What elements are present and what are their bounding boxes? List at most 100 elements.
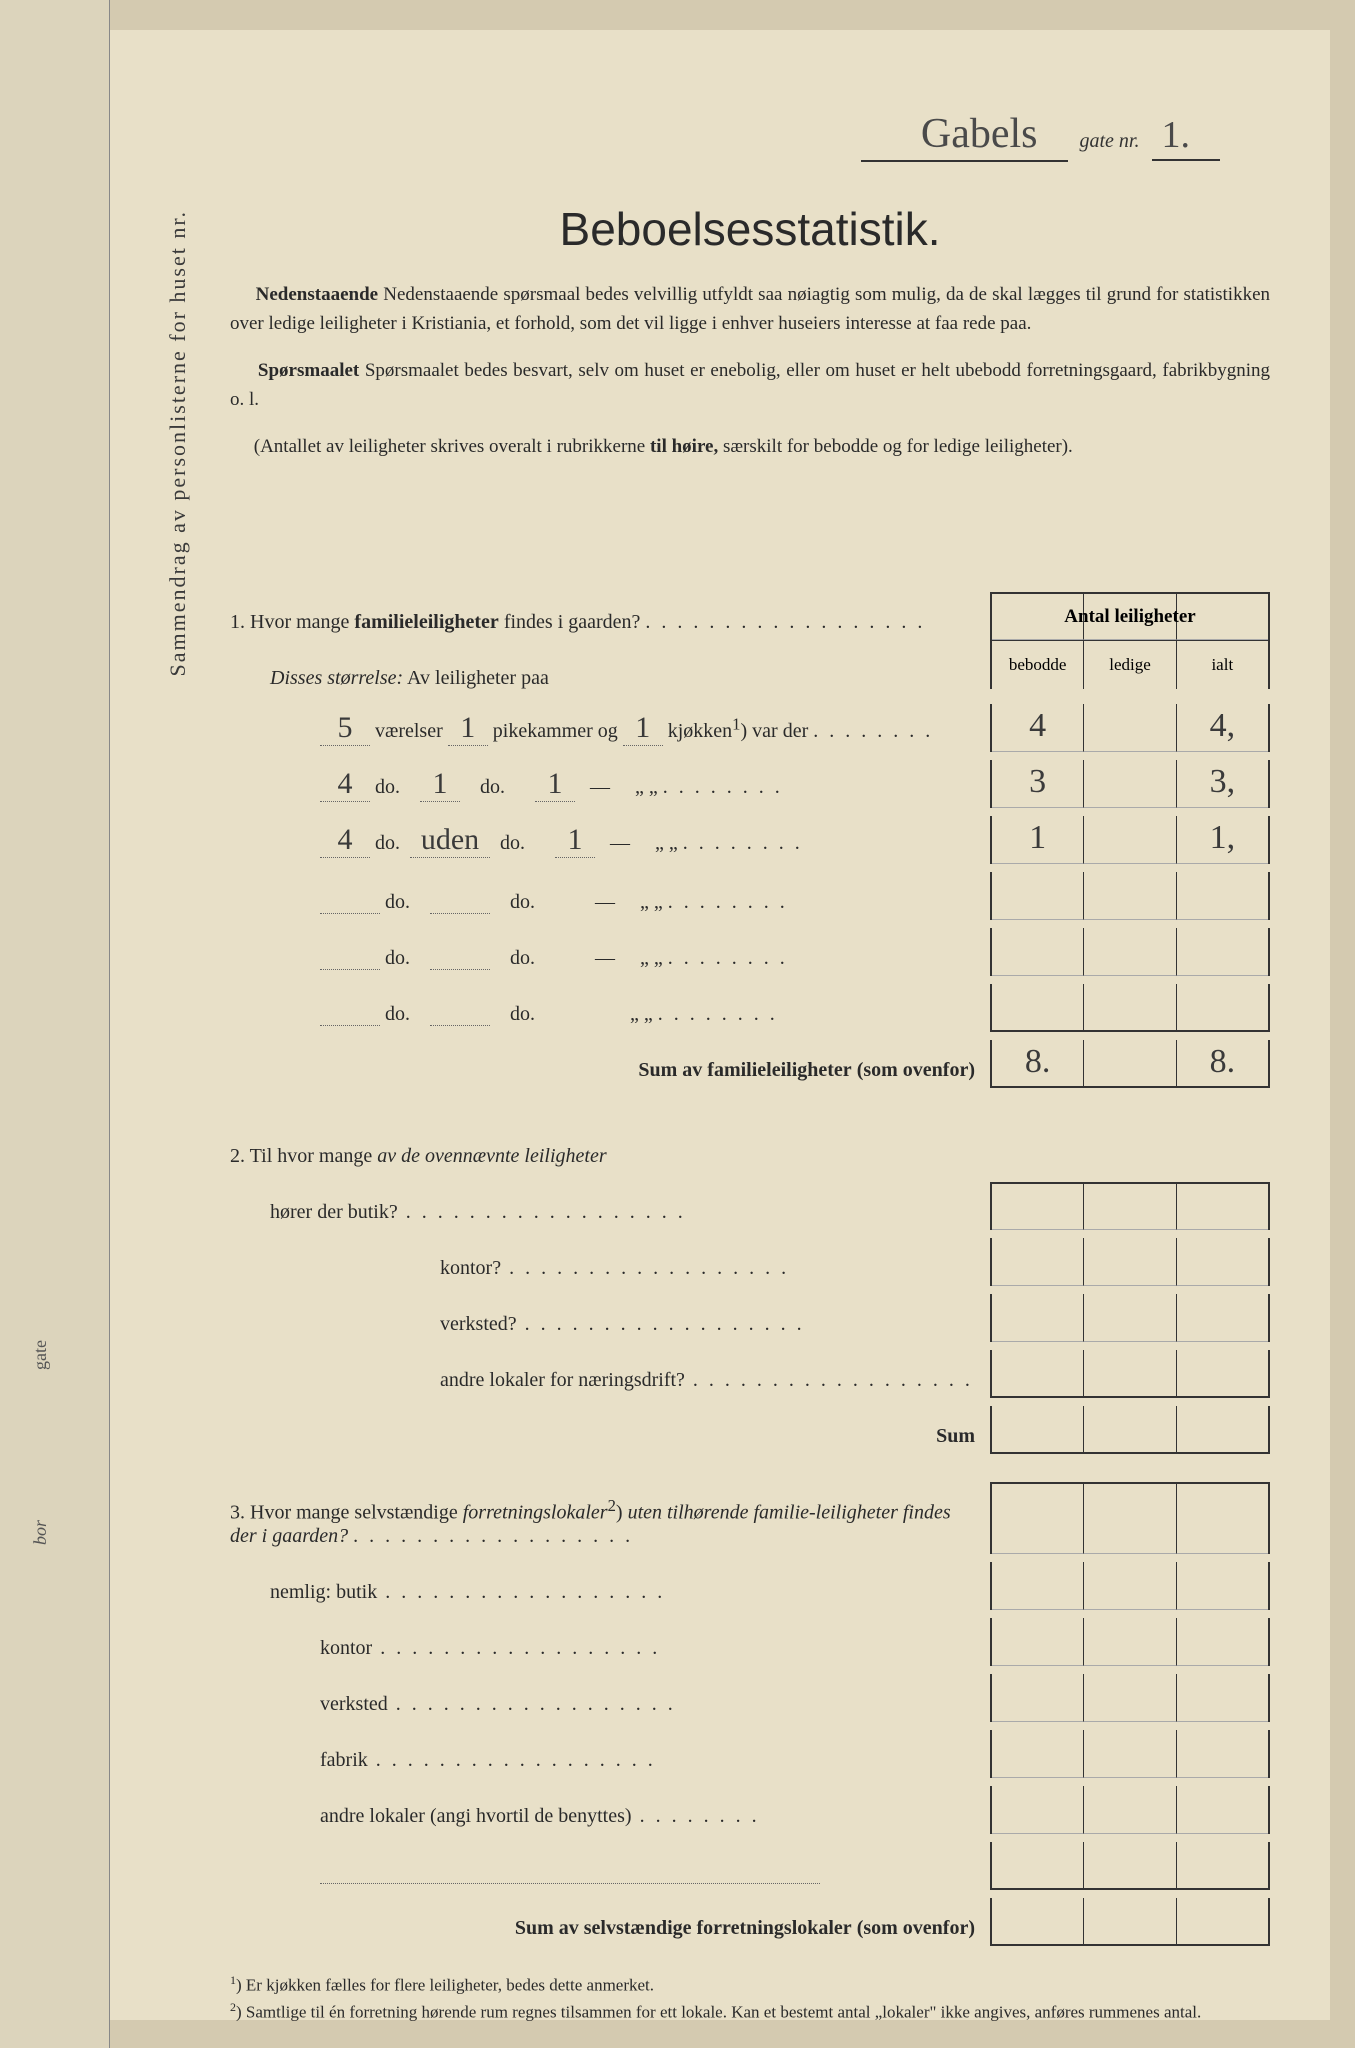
- q3-r5: andre lokaler (angi hvortil de benyttes): [230, 1786, 1270, 1834]
- col-ialt: ialt: [1177, 641, 1268, 689]
- q3-sum-text: Sum av selvstændige forretningslokaler (…: [230, 1917, 990, 1946]
- q3-r5-text: andre lokaler (angi hvortil de benyttes): [230, 1805, 990, 1834]
- kjokken-val: 1: [555, 823, 595, 858]
- q3-blank: [230, 1861, 990, 1890]
- sum-ialt: 8.: [1177, 1040, 1268, 1088]
- ditto: „ „: [640, 891, 663, 913]
- blank: [320, 948, 380, 970]
- footnote-2: 2) Samtlige til én forretning hørende ru…: [230, 1998, 1270, 2025]
- main-content: Antal leiligheter bebodde ledige ialt 1.…: [230, 592, 1270, 2025]
- q3-r2: kontor: [230, 1618, 1270, 1666]
- q1-row3-text: 4 do. uden do. 1 — „ „: [230, 823, 990, 864]
- cell: [992, 1350, 1084, 1398]
- q1-size-label: Disses størrelse:: [270, 667, 403, 689]
- table-header-cols: bebodde ledige ialt: [992, 641, 1268, 689]
- blank: [430, 948, 490, 970]
- intro-p2-text: Spørsmaalet bedes besvart, selv om huset…: [230, 360, 1270, 410]
- cell: [992, 928, 1084, 976]
- q3-sum-paren: (som ovenfor): [857, 1917, 975, 1939]
- q1-size-intro: Av leiligheter paa: [403, 667, 549, 689]
- do-label: do.: [385, 891, 410, 913]
- street-header: Gabels gate nr. 1.: [230, 110, 1270, 162]
- pikekammer-val: 1: [448, 711, 488, 746]
- gate-number-field: 1.: [1152, 113, 1221, 161]
- q1-size-row-1: 5 værelser 1 pikekammer og 1 kjøkken1) v…: [230, 704, 1270, 752]
- cell: [1084, 1674, 1176, 1722]
- cell: [1177, 1674, 1268, 1722]
- kjokken-val: 1: [535, 767, 575, 802]
- spacer: [230, 1096, 1270, 1126]
- do-label: do.: [385, 947, 410, 969]
- intro-p3a: (Antallet av leiligheter skrives overalt…: [254, 436, 650, 457]
- col-ledige: ledige: [1084, 641, 1176, 689]
- margin-gate-label: gate: [30, 1340, 51, 1370]
- q1-row6-text: do. do. „ „: [230, 1003, 990, 1032]
- cell-bebodde: 4: [992, 704, 1084, 752]
- sum-ledige: [1084, 1040, 1176, 1088]
- cell: [1084, 984, 1176, 1032]
- blank: [430, 892, 490, 914]
- cell: [992, 1786, 1084, 1834]
- dash: —: [610, 832, 630, 854]
- q2-r4-text: andre lokaler for næringsdrift?: [230, 1369, 990, 1398]
- q2-r2: kontor?: [230, 1238, 1270, 1286]
- footnote-2-text: Samtlige til én forretning hørende rum r…: [246, 2002, 1201, 2021]
- q1-sum-paren: (som ovenfor): [857, 1059, 975, 1081]
- q3-r4: fabrik: [230, 1730, 1270, 1778]
- footnotes: 1) Er kjøkken fælles for flere leilighet…: [230, 1971, 1270, 2025]
- q2-r1: hører der butik?: [230, 1182, 1270, 1230]
- q3-r3: verksted: [230, 1674, 1270, 1722]
- cell-ialt: 4,: [1177, 704, 1268, 752]
- cell-ledige: [1084, 760, 1176, 808]
- q2-lead-b: av de ovennævnte leiligheter: [377, 1145, 606, 1167]
- q2-r4: andre lokaler for næringsdrift?: [230, 1350, 1270, 1398]
- intro-p1-text: Nedenstaaende spørsmaal bedes velvillig …: [230, 284, 1270, 334]
- cell: [1177, 1294, 1268, 1342]
- vertical-summary-label: Sammendrag av personlisterne for huset n…: [165, 210, 191, 676]
- q1-sum-text: Sum av familieleiligheter (som ovenfor): [230, 1059, 990, 1088]
- q1-size-row-4: do. do. — „ „: [230, 872, 1270, 920]
- blank: [320, 892, 380, 914]
- q2-r1-cells: [990, 1182, 1270, 1230]
- cell: [992, 1674, 1084, 1722]
- blank: [430, 1004, 490, 1026]
- q2-r2-cells: [990, 1238, 1270, 1286]
- cell: [1084, 928, 1176, 976]
- q3-r5-cells: [990, 1786, 1270, 1834]
- cell: [1084, 1350, 1176, 1398]
- cell: [1177, 984, 1268, 1032]
- q3-r3-cells: [990, 1674, 1270, 1722]
- q3-sum-cells: [990, 1898, 1270, 1946]
- cell: [1177, 1842, 1268, 1890]
- ditto: „ „: [635, 776, 658, 798]
- gate-label: gate nr.: [1080, 130, 1140, 152]
- q3-lead: 3. Hvor mange selvstændige forretningslo…: [230, 1496, 990, 1554]
- blank: [320, 1004, 380, 1026]
- q3-r2-text: kontor: [230, 1637, 990, 1666]
- cell: [1177, 1730, 1268, 1778]
- q3-r1-text: nemlig: butik: [230, 1581, 990, 1610]
- q2-r3-text: verksted?: [230, 1313, 990, 1342]
- q3-lead-a: 3. Hvor mange selvstændige: [230, 1502, 463, 1524]
- q1-row2-text: 4 do. 1 do. 1 — „ „: [230, 767, 990, 808]
- cell: [1084, 1238, 1176, 1286]
- q1-sum-cells: 8. 8.: [990, 1040, 1270, 1088]
- pikekammer-val: uden: [410, 823, 490, 858]
- cell-bebodde: 3: [992, 760, 1084, 808]
- cell: [1177, 1182, 1268, 1230]
- dash: —: [595, 947, 615, 969]
- q1-row2-cells: 3 3,: [990, 760, 1270, 808]
- cell: [1084, 1786, 1176, 1834]
- var-der: ) var der: [741, 720, 809, 742]
- q1-row1-text: 5 værelser 1 pikekammer og 1 kjøkken1) v…: [230, 711, 990, 752]
- cell-ledige: [1084, 704, 1176, 752]
- q3-r3-text: verksted: [230, 1693, 990, 1722]
- q1-row5-text: do. do. — „ „: [230, 947, 990, 976]
- pikekammer-val: 1: [420, 767, 460, 802]
- sum-bebodde: 8.: [992, 1040, 1084, 1088]
- question-1: 1. Hvor mange familieleiligheter findes …: [230, 592, 1270, 1946]
- kjokken-val: 1: [623, 711, 663, 746]
- intro-p3c: særskilt for bebodde og for ledige leili…: [718, 436, 1073, 457]
- cell: [1177, 1350, 1268, 1398]
- q2-r1-text: hører der butik?: [230, 1201, 990, 1230]
